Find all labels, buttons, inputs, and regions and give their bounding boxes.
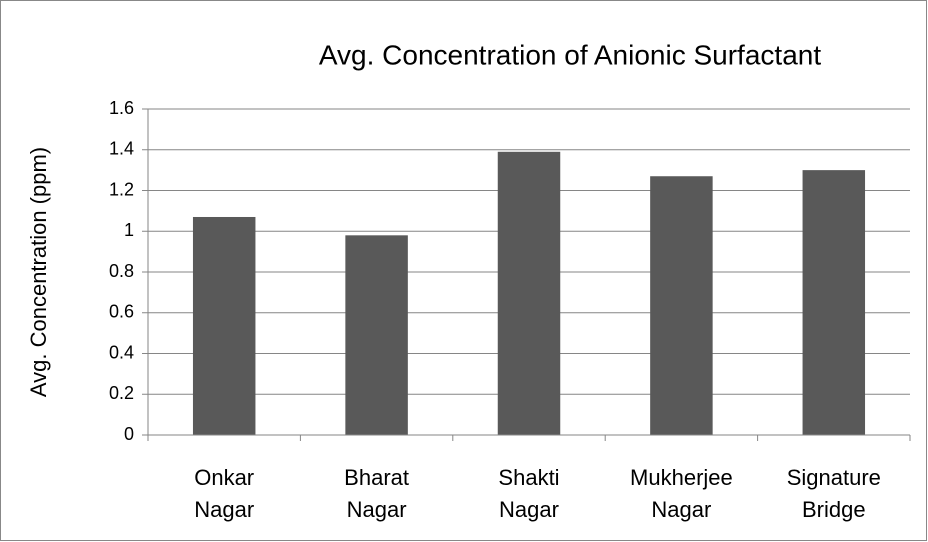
y-tick-label: 0.2: [109, 383, 134, 403]
x-tick-label: Mukherjee Nagar: [630, 465, 733, 522]
bar: [650, 176, 713, 436]
x-tick-label: Bharat Nagar: [344, 465, 410, 522]
y-axis-label: Avg. Concentration (ppm): [26, 147, 51, 397]
bar: [345, 235, 408, 435]
x-tick-label: Shakti Nagar: [498, 465, 560, 522]
y-tick-label: 1: [124, 220, 134, 240]
y-tick-label: 1.2: [109, 179, 134, 199]
y-tick-label: 0: [124, 424, 134, 444]
x-tick-label: Signature Bridge: [786, 465, 881, 522]
bar: [802, 170, 866, 435]
chart-title: Avg. Concentration of Anionic Surfactant: [319, 39, 821, 70]
y-tick-label: 1.4: [109, 139, 134, 159]
bar: [192, 216, 256, 435]
y-tick-label: 1.6: [109, 98, 134, 118]
x-tick-label: Onkar Nagar: [194, 465, 255, 522]
y-tick-label: 0.4: [109, 342, 134, 362]
bar: [497, 151, 561, 435]
y-tick-label: 0.6: [109, 302, 134, 322]
y-tick-label: 0.8: [109, 261, 134, 281]
